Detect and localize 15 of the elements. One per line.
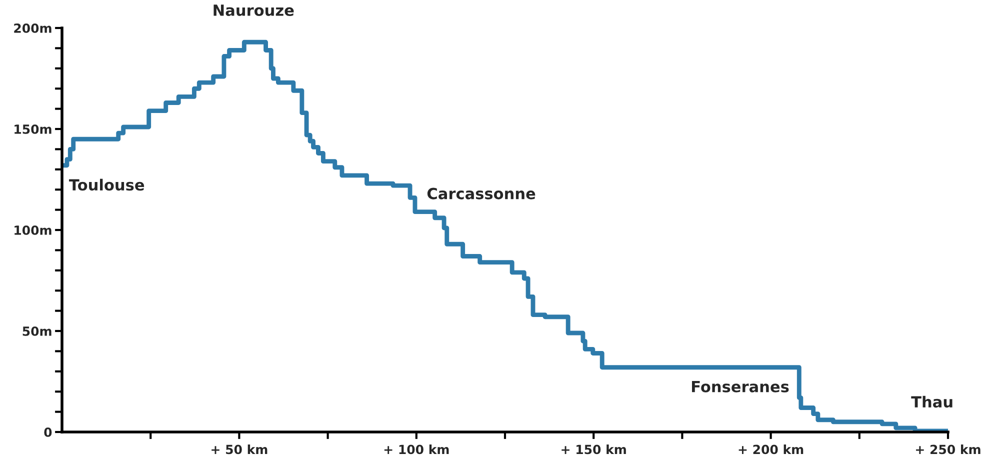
x-tick-label: + 150 km	[562, 444, 626, 454]
annotation: Thau	[911, 396, 952, 408]
annotation: Carcassonne	[427, 188, 536, 200]
y-tick-label: 0	[44, 427, 52, 437]
annotation: Fonseranes	[692, 381, 789, 392]
x-tick-label: + 100 km	[384, 444, 449, 454]
annotation: Naurouze	[214, 4, 294, 16]
x-tick-label: + 50 km	[212, 444, 268, 454]
y-tick-label: 50m	[22, 326, 52, 336]
y-tick-label: 150m	[14, 124, 52, 134]
x-tick-label: + 250 km	[916, 444, 980, 454]
y-tick-label: 100m	[14, 225, 52, 235]
y-tick-label: 200m	[14, 23, 52, 33]
annotation: Toulouse	[69, 178, 144, 191]
x-tick-label: + 200 km	[738, 444, 804, 454]
